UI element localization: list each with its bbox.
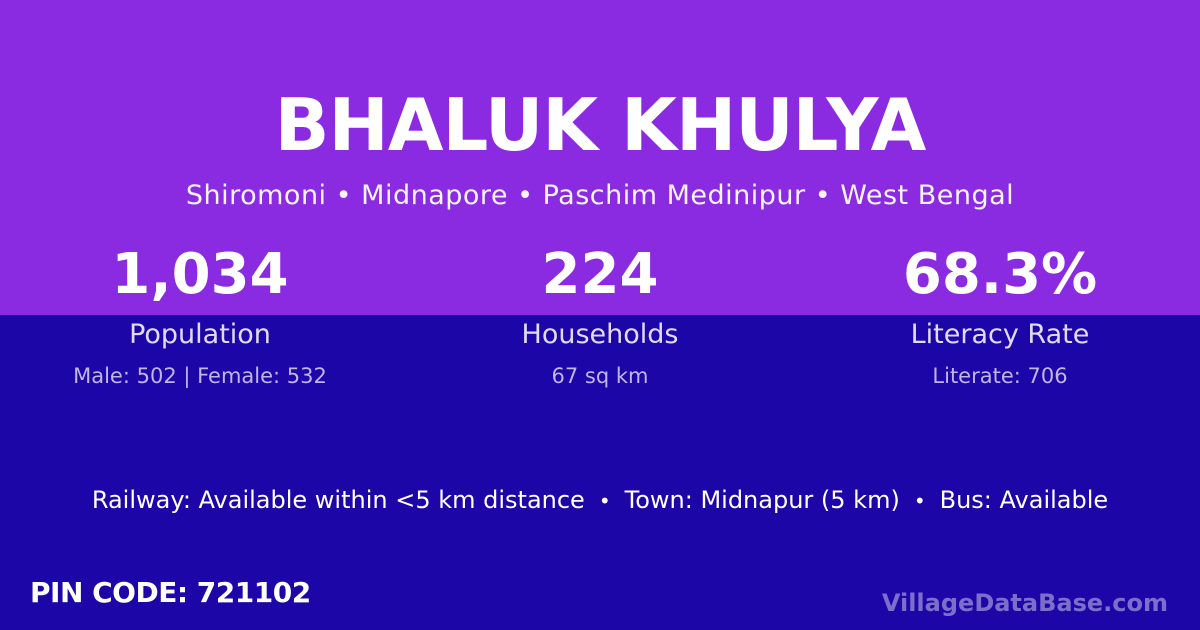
- population-label: Population: [129, 319, 271, 350]
- pin-code: PIN CODE: 721102: [30, 576, 311, 609]
- header: BHALUK KHULYA Shiromoni • Midnapore • Pa…: [0, 83, 1200, 211]
- households-label: Households: [521, 319, 679, 350]
- households-value: 224: [541, 242, 659, 307]
- site-watermark: VillageDataBase.com: [881, 589, 1168, 617]
- population-detail: Male: 502 | Female: 532: [73, 364, 327, 388]
- households-detail: 67 sq km: [551, 364, 649, 388]
- literacy-label: Literacy Rate: [910, 319, 1090, 350]
- stats-row: 1,034 Population Male: 502 | Female: 532…: [0, 242, 1200, 389]
- literacy-detail: Literate: 706: [932, 364, 1068, 388]
- stat-population: 1,034 Population Male: 502 | Female: 532: [0, 242, 400, 389]
- stat-literacy: 68.3% Literacy Rate Literate: 706: [800, 242, 1200, 389]
- bullet-separator: •: [913, 489, 926, 513]
- header-background: [0, 0, 1200, 315]
- location-breadcrumb: Shiromoni • Midnapore • Paschim Medinipu…: [185, 180, 1015, 211]
- railway-info: Railway: Available within <5 km distance: [91, 486, 585, 514]
- population-value: 1,034: [111, 242, 289, 307]
- transport-info: Railway: Available within <5 km distance…: [0, 486, 1200, 514]
- literacy-value: 68.3%: [902, 242, 1098, 307]
- town-info: Town: Midnapur (5 km): [624, 486, 900, 514]
- bullet-separator: •: [598, 489, 611, 513]
- stat-households: 224 Households 67 sq km: [400, 242, 800, 389]
- village-title: BHALUK KHULYA: [274, 83, 927, 167]
- bus-info: Bus: Available: [939, 486, 1109, 514]
